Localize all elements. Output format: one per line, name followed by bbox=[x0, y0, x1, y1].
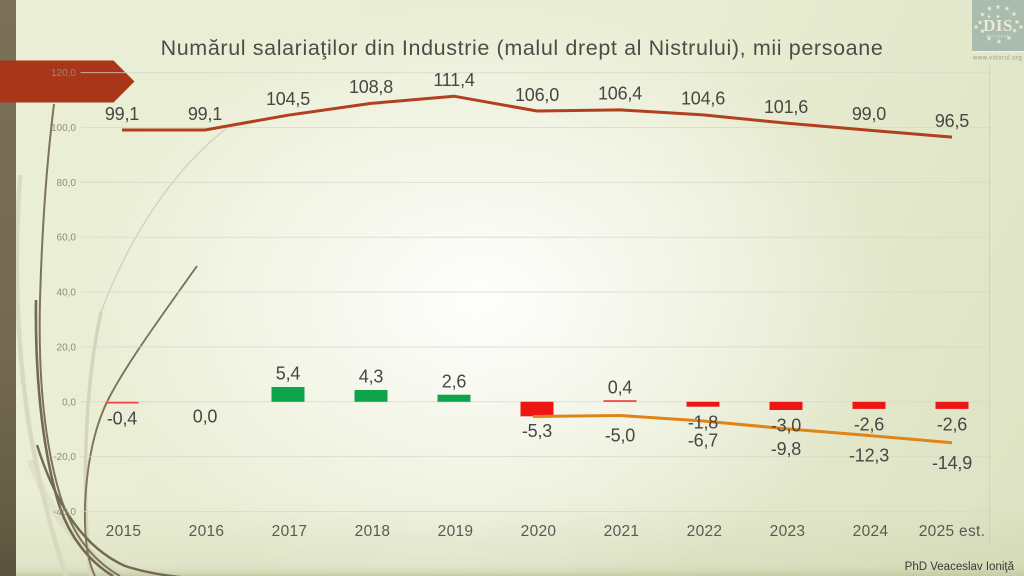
svg-text:DIS: DIS bbox=[983, 16, 1013, 35]
svg-text:-2,6: -2,6 bbox=[854, 415, 884, 435]
svg-text:111,4: 111,4 bbox=[433, 70, 475, 90]
svg-text:106,4: 106,4 bbox=[598, 84, 642, 104]
svg-text:-12,3: -12,3 bbox=[849, 446, 889, 466]
svg-text:96,5: 96,5 bbox=[935, 111, 969, 131]
svg-text:-2,6: -2,6 bbox=[937, 415, 967, 435]
svg-text:Numărul salariaţilor din Indus: Numărul salariaţilor din Industrie (malu… bbox=[161, 36, 884, 60]
svg-text:2,6: 2,6 bbox=[442, 371, 467, 391]
svg-text:106,0: 106,0 bbox=[515, 85, 559, 105]
svg-text:5,4: 5,4 bbox=[276, 364, 301, 384]
svg-text:-40,0: -40,0 bbox=[53, 507, 76, 518]
svg-text:40,0: 40,0 bbox=[57, 288, 77, 299]
svg-text:-20,0: -20,0 bbox=[53, 452, 76, 463]
svg-text:2023: 2023 bbox=[770, 523, 806, 540]
svg-text:-3,0: -3,0 bbox=[771, 416, 801, 436]
svg-text:104,5: 104,5 bbox=[266, 89, 310, 109]
svg-text:2025 est.: 2025 est. bbox=[919, 523, 985, 540]
svg-text:80,0: 80,0 bbox=[57, 178, 77, 189]
svg-text:100,0: 100,0 bbox=[51, 123, 76, 134]
svg-text:-5,3: -5,3 bbox=[522, 421, 552, 441]
svg-text:2024: 2024 bbox=[853, 523, 889, 540]
svg-text:0,0: 0,0 bbox=[193, 407, 218, 427]
svg-text:viitorul: viitorul bbox=[987, 34, 1010, 39]
svg-text:0,4: 0,4 bbox=[608, 377, 633, 397]
svg-text:99,1: 99,1 bbox=[105, 104, 139, 124]
svg-text:2021: 2021 bbox=[604, 523, 640, 540]
svg-text:-1,8: -1,8 bbox=[688, 412, 718, 432]
svg-text:2016: 2016 bbox=[189, 523, 225, 540]
svg-text:2015: 2015 bbox=[106, 523, 142, 540]
svg-text:PhD Veaceslav Ioniţă: PhD Veaceslav Ioniţă bbox=[905, 561, 1015, 573]
svg-text:-6,7: -6,7 bbox=[688, 430, 718, 450]
svg-text:2022: 2022 bbox=[687, 523, 723, 540]
svg-text:2018: 2018 bbox=[355, 523, 391, 540]
svg-text:120,0: 120,0 bbox=[51, 68, 76, 79]
svg-text:-0,4: -0,4 bbox=[107, 409, 137, 429]
svg-text:104,6: 104,6 bbox=[681, 89, 725, 109]
svg-text:-14,9: -14,9 bbox=[932, 453, 972, 473]
svg-text:2020: 2020 bbox=[521, 523, 557, 540]
svg-text:2019: 2019 bbox=[438, 523, 474, 540]
svg-text:99,1: 99,1 bbox=[188, 104, 222, 124]
svg-text:60,0: 60,0 bbox=[57, 233, 77, 244]
svg-text:4,3: 4,3 bbox=[359, 367, 384, 387]
svg-text:0,0: 0,0 bbox=[62, 397, 76, 408]
svg-text:2017: 2017 bbox=[272, 523, 308, 540]
svg-text:99,0: 99,0 bbox=[852, 104, 886, 124]
svg-text:20,0: 20,0 bbox=[57, 342, 77, 353]
svg-text:101,6: 101,6 bbox=[764, 97, 808, 117]
svg-text:www.viitorul.org: www.viitorul.org bbox=[972, 56, 1022, 62]
svg-text:-9,8: -9,8 bbox=[771, 439, 801, 459]
svg-text:108,8: 108,8 bbox=[349, 77, 393, 97]
svg-text:-5,0: -5,0 bbox=[605, 426, 635, 446]
